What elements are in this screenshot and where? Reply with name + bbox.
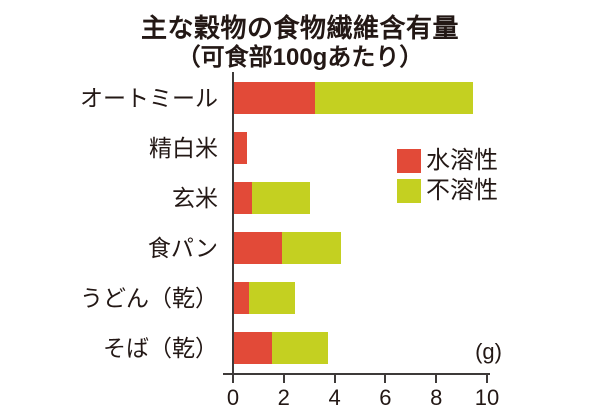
bar-segment-soluble — [234, 232, 283, 264]
x-axis-tick — [232, 375, 234, 383]
bar-segment-insoluble — [249, 282, 295, 314]
x-axis-tick — [384, 375, 387, 383]
legend-swatch-soluble — [397, 149, 421, 173]
category-label: 精白米 — [149, 135, 218, 161]
x-axis-tick-label: 10 — [474, 385, 500, 410]
category-label: オートミール — [80, 85, 218, 111]
x-axis-tick-label: 6 — [379, 385, 392, 410]
bar-segment-insoluble — [315, 82, 473, 114]
x-axis-tick — [435, 375, 438, 383]
bar-segment-soluble — [234, 182, 252, 214]
bar-segment-insoluble — [272, 332, 328, 364]
legend-item-insoluble: 不溶性 — [397, 179, 498, 203]
bar-segment-soluble — [234, 132, 247, 164]
legend: 水溶性 不溶性 — [397, 149, 498, 209]
bar-segment-soluble — [234, 282, 250, 314]
x-axis-tick-label: 4 — [328, 385, 341, 410]
y-axis-line — [232, 72, 234, 375]
bar-segment-insoluble — [282, 232, 341, 264]
category-label: 玄米 — [172, 185, 218, 211]
legend-label-soluble: 水溶性 — [426, 147, 498, 174]
bar-segment-soluble — [234, 82, 316, 114]
x-axis-tick-label: 2 — [277, 385, 290, 410]
chart-title: 主な穀物の食物繊維含有量 — [140, 13, 459, 43]
category-label: 食パン — [147, 235, 218, 261]
x-axis-tick-label: 0 — [226, 385, 240, 410]
bar-segment-insoluble — [251, 182, 311, 214]
unit-label: (g) — [475, 339, 502, 364]
x-axis-line — [223, 373, 490, 375]
legend-swatch-insoluble — [397, 179, 421, 203]
legend-label-insoluble: 不溶性 — [426, 177, 498, 204]
legend-item-soluble: 水溶性 — [397, 149, 498, 173]
x-axis-tick-label: 8 — [430, 385, 443, 410]
chart-subtitle: （可食部100gあたり） — [176, 44, 424, 71]
x-axis-tick — [282, 375, 285, 383]
category-label: うどん（乾） — [80, 285, 218, 311]
x-axis-tick — [333, 375, 336, 383]
bar-segment-soluble — [234, 332, 273, 364]
x-axis-tick — [486, 375, 488, 383]
category-label: そば（乾） — [103, 335, 218, 361]
